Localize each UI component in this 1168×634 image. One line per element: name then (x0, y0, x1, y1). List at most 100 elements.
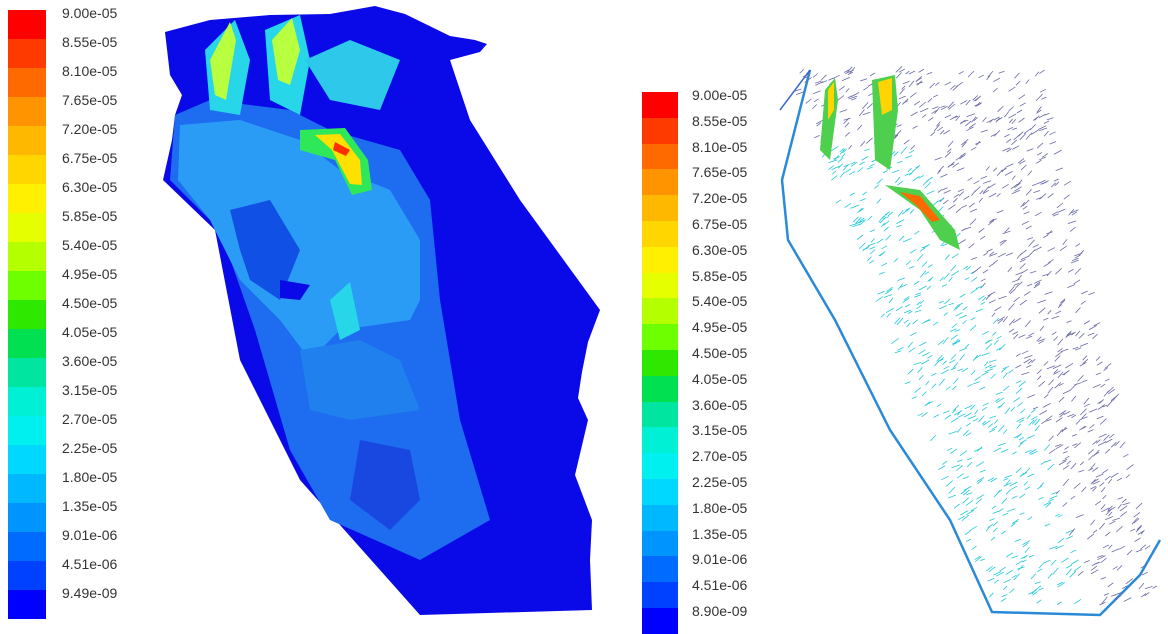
vector-mark (1095, 356, 1101, 361)
vector-mark (1081, 486, 1087, 493)
vector-mark (1018, 117, 1025, 123)
vector-mark (943, 273, 950, 280)
vector-mark (1108, 433, 1115, 439)
vector-mark (1018, 160, 1026, 165)
vector-mark (998, 344, 1006, 351)
vector-mark (982, 406, 988, 411)
vector-mark (1034, 281, 1041, 287)
vector-mark (1031, 408, 1036, 414)
vector-mark (1053, 369, 1059, 374)
vector-mark (1012, 127, 1018, 130)
vector-mark (978, 227, 985, 233)
vector-mark (1098, 433, 1107, 438)
vector-mark (1014, 72, 1020, 79)
vector-mark (1004, 134, 1010, 138)
vector-mark (1024, 486, 1031, 491)
vector-mark (981, 352, 991, 357)
vector-mark (1030, 124, 1036, 131)
vector-mark (1047, 247, 1055, 252)
vector-mark (815, 119, 823, 125)
vector-mark (1090, 485, 1097, 490)
legend-swatch (8, 387, 46, 416)
legend-swatch (8, 445, 46, 474)
velocity-vectors (794, 66, 1158, 606)
hotspot (333, 142, 350, 156)
vector-mark (935, 82, 940, 86)
vector-mark (916, 304, 923, 310)
domain-boundary (779, 69, 811, 111)
legend-label: 2.70e-05 (692, 448, 748, 465)
vector-mark (1016, 179, 1023, 186)
legend-swatch (642, 169, 678, 196)
vector-mark (993, 259, 998, 264)
vector-mark (1067, 413, 1075, 418)
legend-swatch (642, 143, 678, 170)
vector-mark (1006, 148, 1012, 153)
vector-mark (960, 119, 969, 124)
vector-mark (1092, 384, 1101, 388)
vector-mark (1019, 472, 1025, 478)
legend-label: 3.60e-05 (62, 353, 118, 369)
vector-mark (1003, 111, 1010, 118)
vector-mark (1029, 448, 1037, 454)
vector-mark (1031, 589, 1037, 595)
vector-mark (1062, 502, 1068, 507)
vector-mark (906, 322, 911, 327)
vector-mark (917, 412, 923, 417)
vector-mark (950, 354, 957, 360)
vector-mark (963, 195, 970, 200)
vector-mark (1027, 237, 1034, 240)
legend-label: 5.40e-05 (692, 293, 748, 310)
vector-mark (974, 376, 981, 381)
vector-mark (1125, 578, 1134, 585)
vector-mark (1015, 467, 1022, 474)
vector-mark (915, 75, 923, 83)
vector-mark (1015, 353, 1021, 357)
vector-mark (1068, 528, 1076, 536)
vector-mark (936, 354, 943, 362)
vector-mark (1020, 201, 1026, 208)
vector-mark (879, 218, 886, 224)
vector-mark (991, 425, 998, 431)
vector-mark (1022, 205, 1028, 210)
vector-mark (859, 198, 866, 202)
vector-mark (1023, 554, 1028, 559)
vector-mark (1099, 418, 1107, 425)
vector-mark (867, 215, 873, 221)
legend-label: 4.51e-06 (62, 556, 118, 572)
vector-mark (1036, 106, 1042, 113)
vector-mark (885, 308, 894, 313)
vector-mark (905, 70, 910, 75)
vector-mark (1092, 467, 1099, 472)
vector-mark (941, 369, 950, 375)
vector-mark (926, 176, 933, 182)
vector-mark (1044, 523, 1051, 527)
vector-mark (1036, 485, 1043, 490)
vector-mark (962, 489, 970, 496)
vector-mark (1107, 505, 1113, 511)
vector-mark (843, 69, 850, 73)
vector-mark (1055, 513, 1060, 517)
zone-dark (230, 200, 300, 300)
vector-mark (1039, 179, 1046, 184)
vector-mark (1109, 520, 1116, 525)
vector-mark (850, 205, 857, 209)
vector-mark (965, 499, 974, 506)
vector-mark (844, 132, 850, 137)
vector-mark (952, 338, 959, 346)
vector-mark (878, 216, 884, 223)
vector-mark (1047, 573, 1053, 579)
vector-mark (921, 359, 930, 365)
vector-mark (988, 429, 996, 433)
vector-mark (983, 186, 990, 193)
vector-mark (924, 271, 930, 275)
vector-mark (930, 435, 937, 442)
vector-mark (989, 415, 997, 419)
vector-mark (929, 82, 935, 89)
vector-mark (1075, 330, 1081, 337)
vector-mark (868, 260, 875, 264)
vector-mark (1010, 406, 1016, 412)
vector-mark (1087, 429, 1094, 433)
legend-label: 1.80e-05 (692, 499, 748, 516)
vector-mark (1025, 188, 1032, 196)
